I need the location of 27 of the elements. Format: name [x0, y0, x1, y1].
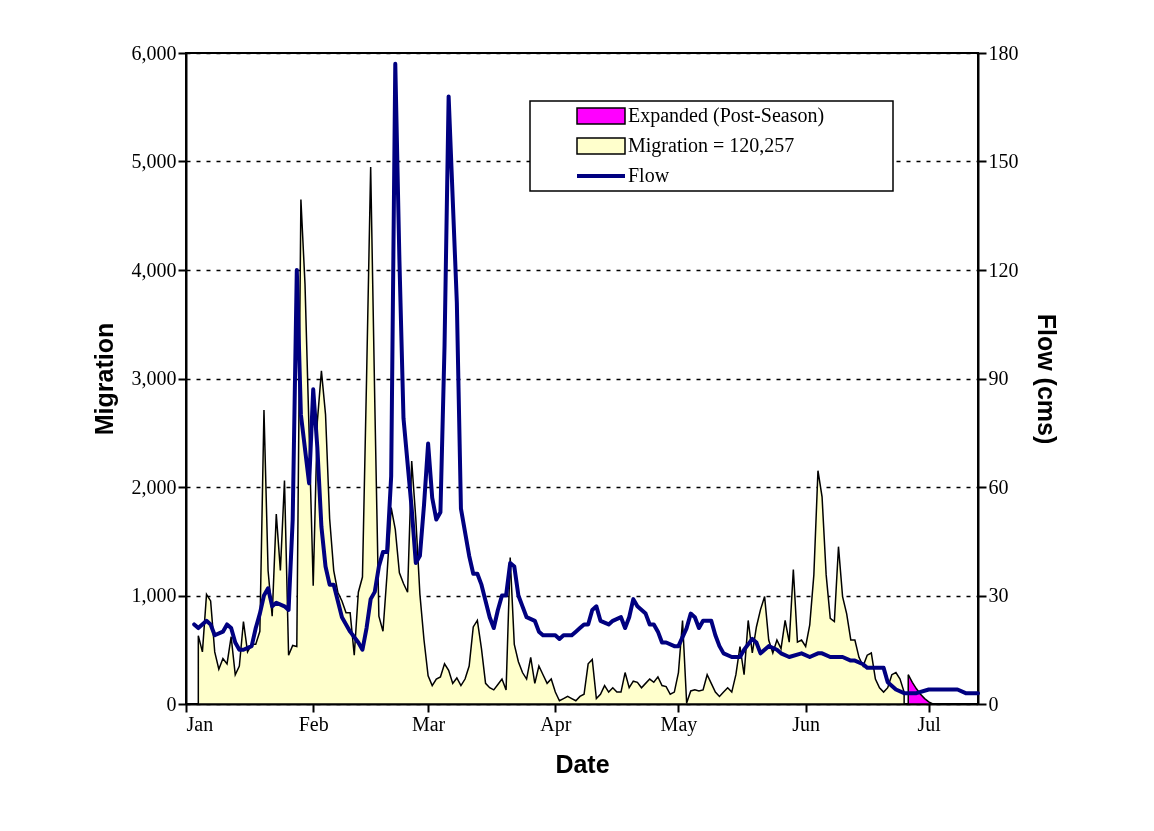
x-tick-label: May [660, 712, 698, 736]
legend-label: Expanded (Post-Season) [628, 104, 825, 127]
y2-tick-label: 60 [988, 475, 1009, 498]
y-tick-label: 5,000 [131, 150, 177, 172]
legend-label: Migration = 120,257 [628, 134, 795, 157]
y2-tick-label: 90 [988, 367, 1009, 389]
legend-label: Flow [628, 164, 670, 186]
x-axis-title: Date [555, 749, 610, 778]
y-tick-label: 0 [166, 692, 177, 715]
y2-tick-label: 150 [988, 150, 1019, 172]
y2-axis-title: Flow (cms) [1032, 313, 1061, 445]
x-tick-label: Jun [792, 712, 821, 735]
x-tick-label: Mar [411, 712, 446, 735]
y2-tick-label: 0 [988, 692, 999, 715]
y-tick-label: 2,000 [131, 475, 177, 498]
y-tick-label: 6,000 [131, 41, 177, 64]
y-tick-label: 3,000 [131, 367, 177, 389]
y-tick-label: 1,000 [131, 584, 177, 606]
x-tick-label: Apr [540, 712, 572, 736]
x-tick-label: Feb [298, 712, 329, 735]
y2-tick-label: 180 [988, 41, 1019, 64]
x-tick-label: Jan [186, 712, 214, 735]
y-tick-label: 4,000 [131, 258, 177, 281]
y2-tick-label: 120 [988, 258, 1019, 281]
y-axis-title: Migration [89, 322, 118, 436]
x-tick-label: Jul [917, 712, 942, 735]
y2-tick-label: 30 [988, 584, 1009, 606]
